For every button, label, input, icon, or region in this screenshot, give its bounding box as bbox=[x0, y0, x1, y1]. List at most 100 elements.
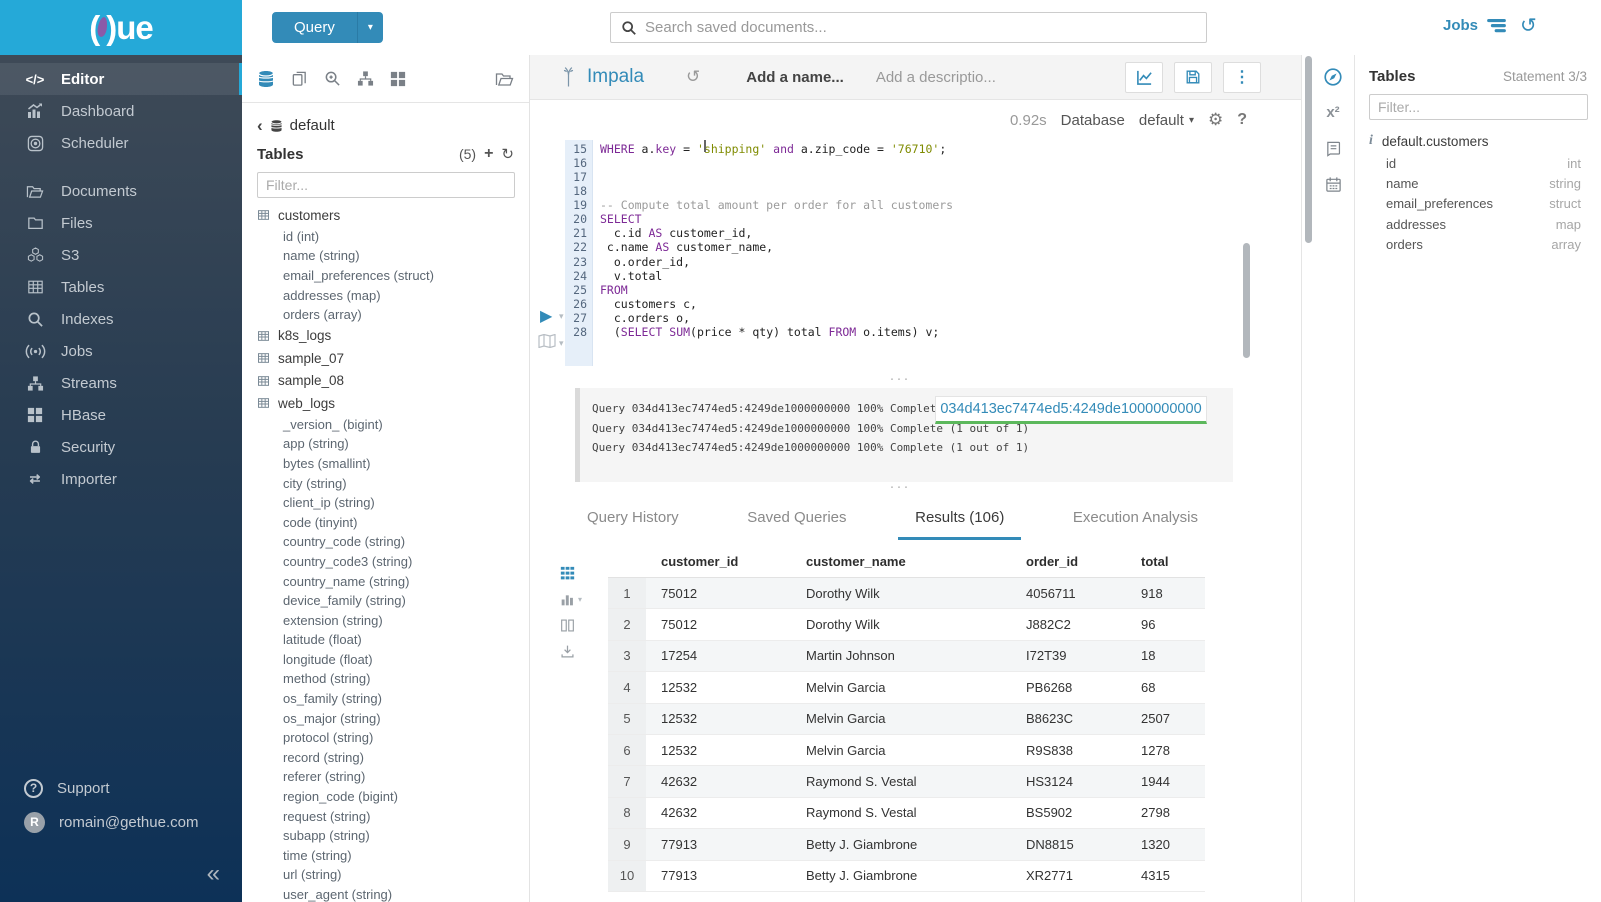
jobs-label[interactable]: Jobs bbox=[1443, 17, 1479, 34]
chart-button[interactable] bbox=[1125, 61, 1163, 93]
database-breadcrumb[interactable]: ‹ default bbox=[242, 103, 529, 135]
tree-column[interactable]: client_ip (string) bbox=[283, 495, 375, 511]
tree-column[interactable]: country_code3 (string) bbox=[283, 553, 413, 569]
tree-column[interactable]: device_family (string) bbox=[283, 593, 406, 609]
tree-column[interactable]: longitude (float) bbox=[283, 651, 373, 667]
language-reference-icon[interactable] bbox=[1312, 140, 1354, 157]
tree-table-sample_07[interactable]: sample_07 bbox=[242, 347, 529, 370]
tab-saved-queries[interactable]: Saved Queries bbox=[747, 509, 847, 526]
tree-column[interactable]: region_code (bigint) bbox=[283, 789, 398, 805]
tab-results-106-[interactable]: Results (106) bbox=[898, 503, 1022, 540]
tree-column[interactable]: time (string) bbox=[283, 847, 352, 863]
column-header-total[interactable]: total bbox=[1141, 553, 1169, 569]
sidebar-item-security[interactable]: Security bbox=[0, 431, 242, 463]
document-search[interactable] bbox=[610, 12, 1207, 43]
sidebar-item-indexes[interactable]: Indexes bbox=[0, 303, 242, 335]
tree-column[interactable]: app (string) bbox=[283, 436, 349, 452]
tree-column[interactable]: country_code (string) bbox=[283, 534, 406, 550]
settings-gear-icon[interactable]: ⚙ bbox=[1207, 110, 1224, 129]
grid-view-button[interactable] bbox=[560, 566, 582, 581]
tab-execution-analysis[interactable]: Execution Analysis bbox=[1072, 509, 1198, 526]
sitemap-assist-icon[interactable] bbox=[357, 70, 374, 87]
column-row-orders[interactable]: orders array bbox=[1355, 234, 1601, 254]
new-query-button[interactable]: Query ▾ bbox=[272, 12, 383, 43]
sidebar-item-documents[interactable]: Documents bbox=[0, 175, 242, 207]
columns-view-button[interactable] bbox=[560, 618, 582, 633]
column-header-customer_name[interactable]: customer_name bbox=[806, 553, 906, 569]
zoom-icon[interactable] bbox=[324, 70, 341, 87]
tree-column[interactable]: country_name (string) bbox=[283, 573, 410, 589]
table-filter-input[interactable] bbox=[257, 172, 515, 198]
code-map-icon[interactable] bbox=[538, 334, 556, 348]
tree-column[interactable]: id (int) bbox=[283, 228, 320, 244]
sidebar-item-importer[interactable]: ⇄ Importer bbox=[0, 463, 242, 495]
sidebar-item-editor[interactable]: </> Editor bbox=[0, 63, 242, 95]
sidebar-item-files[interactable]: Files bbox=[0, 207, 242, 239]
sidebar-item-support[interactable]: ? Support bbox=[0, 773, 242, 803]
hue-logo[interactable]: () ue bbox=[0, 0, 242, 55]
tree-table-customers[interactable]: customers bbox=[242, 204, 529, 227]
tree-column[interactable]: orders (array) bbox=[283, 307, 362, 323]
tree-column[interactable]: extension (string) bbox=[283, 612, 383, 628]
help-icon[interactable]: ? bbox=[1237, 111, 1247, 128]
add-table-icon[interactable]: + bbox=[484, 145, 494, 162]
query-button-label[interactable]: Query bbox=[272, 12, 357, 43]
tab-query-history[interactable]: Query History bbox=[587, 509, 679, 526]
schedule-calendar-icon[interactable] bbox=[1312, 176, 1354, 193]
active-table-name[interactable]: default.customers bbox=[1381, 133, 1489, 149]
database-select[interactable]: default ▾ bbox=[1139, 112, 1194, 129]
more-actions-button[interactable]: ⋮ bbox=[1223, 61, 1261, 93]
open-folder-icon[interactable] bbox=[495, 70, 514, 88]
breadcrumb-database-name[interactable]: default bbox=[289, 117, 335, 134]
tree-column[interactable]: request (string) bbox=[283, 808, 371, 824]
sidebar-item-hbase[interactable]: HBase bbox=[0, 399, 242, 431]
tree-column[interactable]: referer (string) bbox=[283, 769, 366, 785]
jobs-link[interactable]: Jobs bbox=[1443, 17, 1506, 34]
chart-type-caret[interactable]: ▾ bbox=[578, 595, 583, 604]
tree-column[interactable]: email_preferences (struct) bbox=[283, 267, 434, 283]
run-query-button[interactable]: ▶ bbox=[540, 308, 553, 325]
documents-assist-icon[interactable] bbox=[291, 70, 308, 87]
tree-column[interactable]: os_major (string) bbox=[283, 710, 381, 726]
sidebar-item-dashboard[interactable]: Dashboard bbox=[0, 95, 242, 127]
run-options-caret[interactable]: ▾ bbox=[559, 311, 564, 321]
editor-scrollbar[interactable] bbox=[1243, 243, 1250, 358]
tree-column[interactable]: method (string) bbox=[283, 671, 371, 687]
tree-column[interactable]: city (string) bbox=[283, 475, 347, 491]
engine-name[interactable]: Impala bbox=[587, 66, 645, 87]
tree-column[interactable]: user_agent (string) bbox=[283, 887, 393, 902]
tree-column[interactable]: url (string) bbox=[283, 867, 342, 883]
sidebar-item-jobs[interactable]: Jobs bbox=[0, 335, 242, 367]
active-table-item[interactable]: i default.customers bbox=[1355, 120, 1601, 153]
tree-table-sample_08[interactable]: sample_08 bbox=[242, 369, 529, 392]
column-row-id[interactable]: id int bbox=[1355, 153, 1601, 173]
tree-column[interactable]: bytes (smallint) bbox=[283, 455, 371, 471]
databases-icon[interactable] bbox=[257, 70, 275, 88]
query-description-input[interactable]: Add a descriptio... bbox=[875, 68, 996, 86]
code-text-area[interactable]: WHERE a.key = 'shipping' and a.zip_code … bbox=[600, 142, 1262, 339]
map-options-caret[interactable]: ▾ bbox=[559, 338, 564, 348]
sidebar-item-streams[interactable]: Streams bbox=[0, 367, 242, 399]
tree-column[interactable]: protocol (string) bbox=[283, 730, 374, 746]
sidebar-item-tables[interactable]: Tables bbox=[0, 271, 242, 303]
functions-icon[interactable]: x² bbox=[1326, 104, 1340, 121]
query-dropdown-caret[interactable]: ▾ bbox=[356, 12, 383, 43]
tree-column[interactable]: subapp (string) bbox=[283, 828, 370, 844]
sidebar-item-user[interactable]: R romain@gethue.com bbox=[0, 807, 242, 837]
save-button[interactable] bbox=[1174, 61, 1212, 93]
apps-grid-icon[interactable] bbox=[390, 71, 406, 87]
back-chevron-icon[interactable]: ‹ bbox=[257, 115, 263, 135]
chart-view-button[interactable]: ▾ bbox=[560, 592, 582, 607]
tree-table-k8s_logs[interactable]: k8s_logs bbox=[242, 324, 529, 347]
column-header-customer_id[interactable]: customer_id bbox=[661, 553, 739, 569]
column-row-name[interactable]: name string bbox=[1355, 173, 1601, 193]
tree-column[interactable]: name (string) bbox=[283, 248, 360, 264]
tree-column[interactable]: record (string) bbox=[283, 749, 364, 765]
resize-handle[interactable]: ··· bbox=[889, 370, 911, 387]
database-value[interactable]: default bbox=[1138, 111, 1184, 129]
download-button[interactable] bbox=[560, 644, 582, 659]
tree-column[interactable]: latitude (float) bbox=[283, 632, 362, 648]
sidebar-item-scheduler[interactable]: Scheduler bbox=[0, 127, 242, 159]
query-name-input[interactable]: Add a name... bbox=[746, 68, 844, 86]
info-icon[interactable]: i bbox=[1369, 133, 1373, 148]
